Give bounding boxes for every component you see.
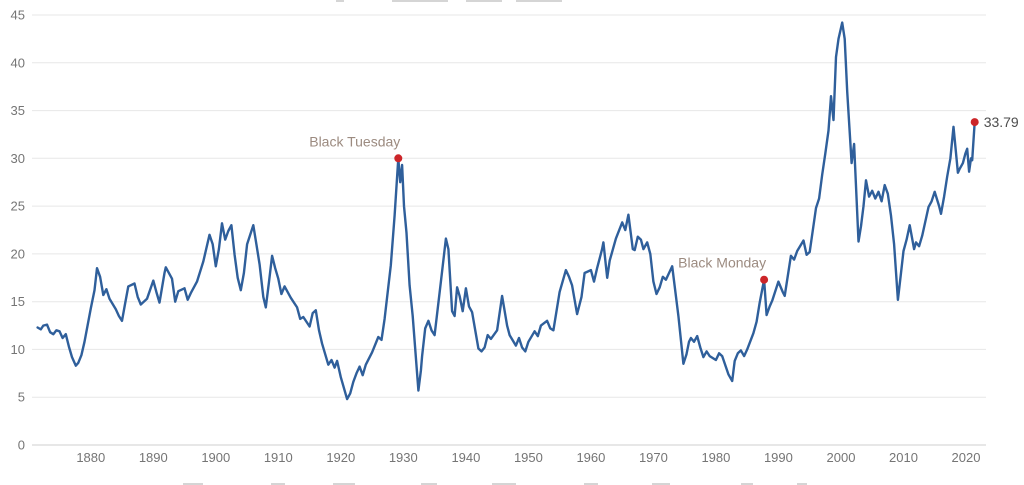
cropped-text-fragment	[336, 0, 344, 2]
annotation-label: 33.79	[984, 114, 1019, 130]
y-axis-tick-label: 0	[18, 438, 25, 453]
annotation-dot	[394, 154, 403, 163]
cropped-text-fragment	[466, 0, 502, 2]
x-axis-tick-label: 1970	[639, 450, 668, 465]
annotation-label: Black Tuesday	[309, 133, 400, 149]
y-axis-tick-label: 40	[11, 55, 25, 70]
y-axis-tick-label: 5	[18, 390, 25, 405]
cropped-text-fragment	[183, 483, 203, 485]
x-axis-tick-label: 1910	[264, 450, 293, 465]
cropped-text-fragment	[741, 483, 753, 485]
annotation-label: Black Monday	[678, 255, 766, 271]
x-axis-tick-label: 1890	[139, 450, 168, 465]
cropped-text-fragment	[492, 483, 516, 485]
x-axis-tick-label: 1990	[764, 450, 793, 465]
x-axis-tick-label: 2010	[889, 450, 918, 465]
y-axis-tick-label: 30	[11, 151, 25, 166]
x-axis-tick-label: 1940	[451, 450, 480, 465]
x-axis-tick-label: 2020	[952, 450, 981, 465]
cropped-text-fragment	[516, 0, 556, 2]
annotation-dot	[970, 118, 979, 127]
x-axis-tick-label: 1920	[326, 450, 355, 465]
y-axis-tick-label: 45	[11, 8, 25, 23]
cropped-text-fragment	[556, 0, 562, 2]
x-axis-tick-label: 1960	[576, 450, 605, 465]
cropped-text-fragment	[333, 483, 355, 485]
y-axis-tick-label: 15	[11, 294, 25, 309]
y-axis-tick-label: 20	[11, 246, 25, 261]
cropped-text-fragment	[797, 483, 807, 485]
pe-ratio-line	[36, 21, 976, 401]
cropped-text-fragment	[421, 483, 437, 485]
y-axis-tick-label: 25	[11, 199, 25, 214]
y-axis-tick-label: 10	[11, 342, 25, 357]
x-axis-tick-label: 1950	[514, 450, 543, 465]
cropped-text-fragment	[271, 483, 285, 485]
cropped-text-fragment	[652, 483, 670, 485]
x-axis-tick-label: 1900	[201, 450, 230, 465]
y-axis-tick-label: 35	[11, 103, 25, 118]
x-axis-tick-label: 1980	[701, 450, 730, 465]
x-axis-tick-label: 2000	[827, 450, 856, 465]
x-axis-tick-label: 1880	[76, 450, 105, 465]
annotation-dot	[760, 275, 769, 284]
cropped-text-fragment	[392, 0, 448, 2]
cropped-text-fragment	[584, 483, 598, 485]
x-axis-tick-label: 1930	[389, 450, 418, 465]
